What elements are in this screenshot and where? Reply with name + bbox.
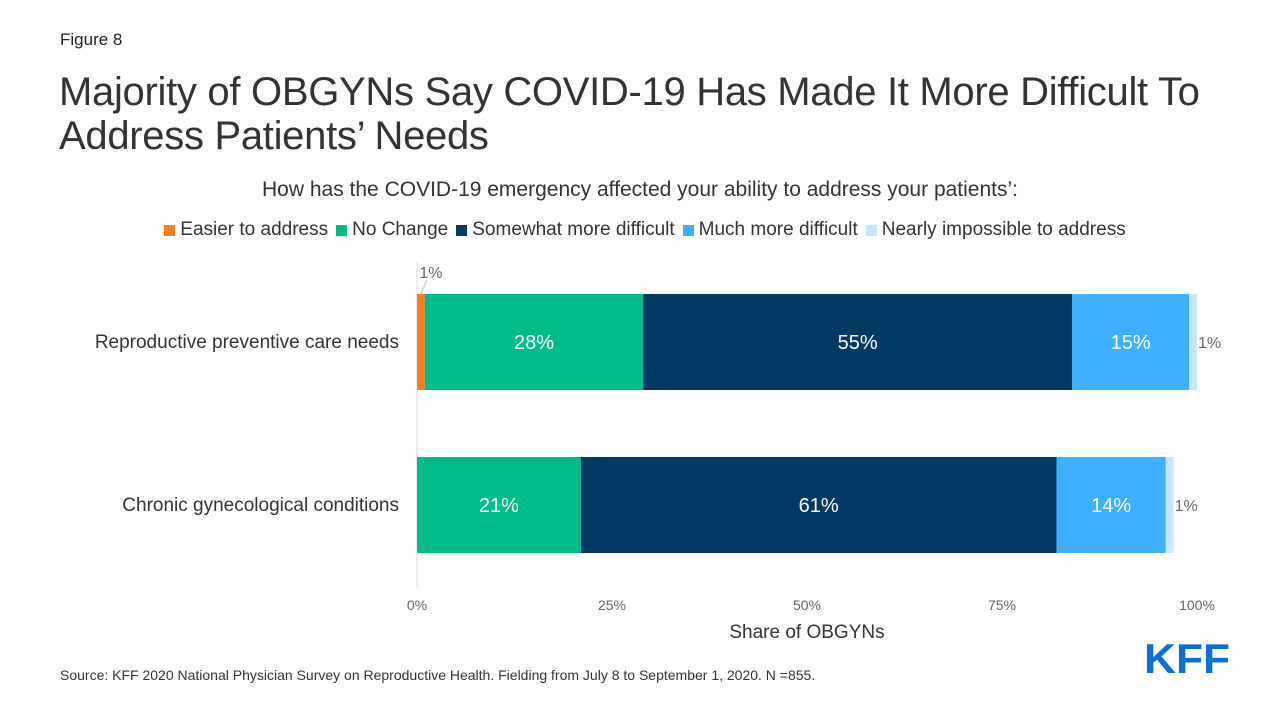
kff-logo-text: KFF xyxy=(1144,637,1230,677)
legend-swatch xyxy=(456,224,468,236)
legend-label: Nearly impossible to address xyxy=(881,219,1126,240)
data-label: 15% xyxy=(1111,332,1151,354)
legend-item: Much more difficult xyxy=(682,219,858,241)
data-label: 14% xyxy=(1091,495,1131,517)
leader-line xyxy=(420,279,428,295)
legend-item: No Change xyxy=(336,219,448,241)
legend-swatch xyxy=(164,224,176,236)
x-tick-label: 25% xyxy=(598,597,626,613)
bar-segment xyxy=(424,294,644,390)
x-tick-label: 100% xyxy=(1179,597,1215,613)
legend-label: No Change xyxy=(352,219,449,240)
data-label: 1% xyxy=(1175,498,1198,515)
data-label: 1% xyxy=(419,265,442,282)
legend-item: Easier to address xyxy=(164,219,328,241)
x-tick-label: 50% xyxy=(793,597,821,613)
source-note: Source: KFF 2020 National Physician Surv… xyxy=(60,667,816,683)
x-tick-label: 75% xyxy=(988,597,1016,613)
data-label: 28% xyxy=(514,332,554,354)
data-label: 55% xyxy=(838,332,878,354)
legend-label: Much more difficult xyxy=(698,219,858,240)
figure-label: Figure 8 xyxy=(60,30,123,49)
x-axis-title: Share of OBGYNs xyxy=(729,622,884,643)
legend: Easier to address No Change Somewhat more … xyxy=(0,219,1280,241)
legend-item: Nearly impossible to address xyxy=(865,219,1126,241)
bar-segment xyxy=(1072,294,1190,390)
category-label: Chronic gynecological conditions xyxy=(122,495,399,516)
legend-label: Somewhat more difficult xyxy=(472,219,675,240)
bar-segment xyxy=(1056,457,1166,553)
data-label: 61% xyxy=(799,495,839,517)
bar-segment xyxy=(643,294,1073,390)
legend-item: Somewhat more difficult xyxy=(456,219,675,241)
bar-segment xyxy=(580,457,1057,553)
legend-swatch xyxy=(682,224,694,236)
legend-swatch xyxy=(336,224,348,236)
bar-segment xyxy=(1189,294,1197,390)
chart-subtitle: How has the COVID-19 emergency affected … xyxy=(262,178,1018,201)
kff-logo: KFF xyxy=(1144,635,1232,682)
category-label: Reproductive preventive care needs xyxy=(95,332,399,353)
data-label: 1% xyxy=(1198,335,1221,352)
legend-swatch xyxy=(865,224,877,236)
legend-label: Easier to address xyxy=(180,219,329,240)
x-tick-label: 0% xyxy=(407,597,427,613)
bar-segment xyxy=(1165,457,1174,553)
data-label: 21% xyxy=(479,495,519,517)
bar-segment xyxy=(417,457,581,553)
chart-title: Majority of OBGYNs Say COVID-19 Has Made… xyxy=(59,70,1200,158)
bar-segment xyxy=(417,294,425,390)
